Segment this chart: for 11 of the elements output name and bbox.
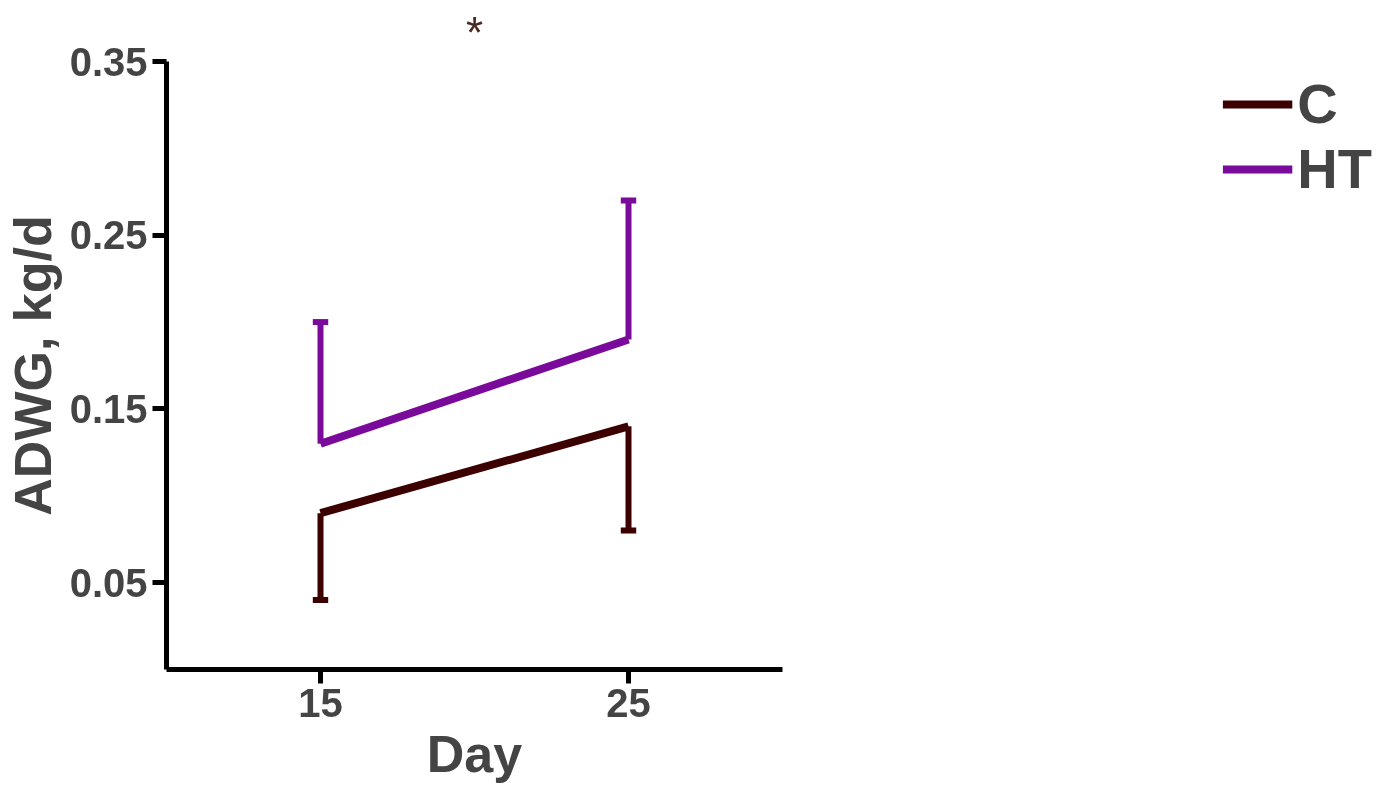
legend-label: C bbox=[1297, 71, 1338, 136]
x-tick-label: 25 bbox=[606, 680, 651, 725]
legend-label: HT bbox=[1297, 136, 1372, 201]
text: * bbox=[465, 7, 484, 57]
y-tick-label: 0.25 bbox=[69, 213, 148, 258]
x-axis-title: Day bbox=[426, 724, 523, 783]
y-tick-label: 0.05 bbox=[69, 560, 148, 605]
y-tick-label: 0.15 bbox=[69, 386, 148, 431]
y-axis-title: ADWG, kg/d bbox=[3, 215, 62, 516]
x-tick-label: 15 bbox=[298, 680, 343, 725]
y-tick-label: 0.35 bbox=[69, 39, 148, 84]
